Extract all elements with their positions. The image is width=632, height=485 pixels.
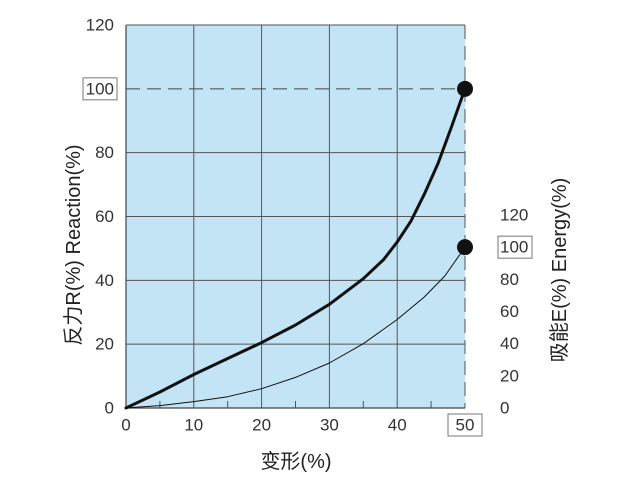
- x-tick-label: 10: [184, 416, 203, 435]
- y-left-tick-label: 40: [95, 271, 114, 290]
- x-tick-label: 20: [252, 416, 271, 435]
- x-tick-box-50: [447, 413, 483, 437]
- x-tick-label: 0: [121, 416, 130, 435]
- y-right-tick-label: 60: [500, 302, 519, 321]
- y-right-tick-label: 20: [500, 366, 519, 385]
- y-left-tick-label: 60: [95, 207, 114, 226]
- y-right-tick-box-100: [497, 235, 533, 259]
- axis-titles: 变形(%) 反力R(%) Reaction(%) 吸能E(%) Energy(%): [62, 144, 571, 473]
- tick-labels: 0 10 20 30 40 50 0 20 40 60 80 100 120 0 20 40 60 80 100 12…: [82, 16, 533, 437]
- y-left-tick-label: 0: [105, 399, 114, 418]
- y-right-tick-label: 40: [500, 334, 519, 353]
- energy-end-marker: [457, 239, 473, 256]
- y-right-tick-label: 100: [500, 238, 528, 257]
- y-right-tick-label: 80: [500, 270, 519, 289]
- y-left-tick-label: 120: [86, 16, 114, 35]
- x-tick-label: 30: [320, 416, 339, 435]
- energy-curve: [125, 246, 466, 409]
- y-right-tick-label: 0: [500, 399, 509, 418]
- x-axis-title: 变形(%): [260, 450, 331, 473]
- y-left-tick-box-100: [82, 77, 118, 101]
- reaction-curve: [124, 87, 467, 410]
- y-right-tick-label: 120: [500, 206, 528, 225]
- y-left-tick-label: 100: [86, 79, 114, 98]
- y-right-axis-title: 吸能E(%) Energy(%): [548, 178, 571, 362]
- x-tick-label: 50: [456, 416, 475, 435]
- reaction-end-marker: [457, 80, 473, 97]
- markers-group: [457, 80, 473, 256]
- x-tick-label: 40: [388, 416, 407, 435]
- y-left-tick-label: 20: [95, 335, 114, 354]
- y-left-axis-title: 反力R(%) Reaction(%): [62, 144, 85, 345]
- y-left-tick-label: 80: [95, 143, 114, 162]
- series-group: [124, 87, 467, 410]
